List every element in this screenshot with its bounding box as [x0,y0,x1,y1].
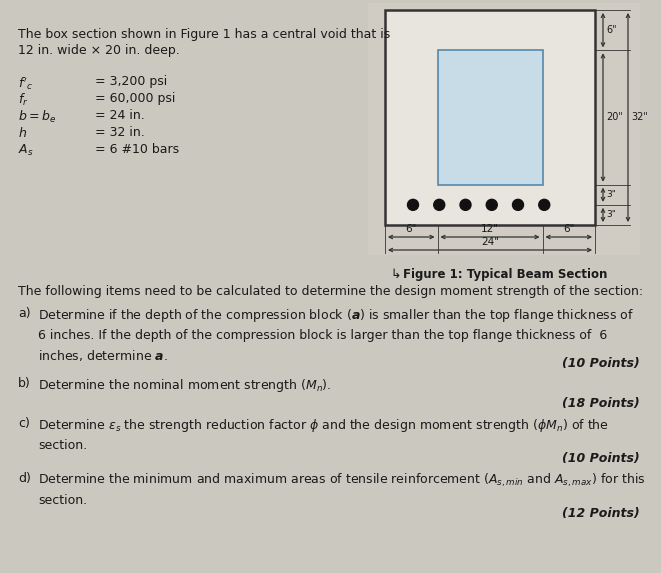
Text: 20": 20" [606,112,623,123]
Circle shape [512,199,524,210]
Text: c): c) [18,417,30,430]
Text: Determine the nominal moment strength ($M_n$).: Determine the nominal moment strength ($… [38,376,331,394]
Text: = 32 in.: = 32 in. [95,126,145,139]
Text: $h$: $h$ [18,126,27,140]
Text: (10 Points): (10 Points) [563,356,640,370]
Text: 12 in. wide × 20 in. deep.: 12 in. wide × 20 in. deep. [18,44,180,57]
Bar [385,10,595,225]
Text: 12": 12" [481,224,499,234]
Text: 24": 24" [481,237,499,247]
Circle shape [407,199,418,210]
Text: = 6 #10 bars: = 6 #10 bars [95,143,179,156]
Text: 3": 3" [606,190,616,199]
Text: $b = b_e$: $b = b_e$ [18,109,56,125]
Text: b): b) [18,376,31,390]
Bar [438,50,543,185]
Text: 6": 6" [406,224,417,234]
Text: (10 Points): (10 Points) [563,452,640,465]
Text: $f_r$: $f_r$ [18,92,28,108]
Text: 6": 6" [563,224,574,234]
Text: Determine if the depth of the compression block ($\boldsymbol{a}$) is smaller th: Determine if the depth of the compressio… [38,307,634,363]
Text: 6": 6" [606,25,617,35]
Circle shape [486,199,497,210]
Text: $f'_c$: $f'_c$ [18,75,33,92]
Text: = 3,200 psi: = 3,200 psi [95,75,167,88]
Bar [368,3,640,255]
Text: Determine $\varepsilon_s$ the strength reduction factor $\phi$ and the design mo: Determine $\varepsilon_s$ the strength r… [38,417,609,452]
Text: = 60,000 psi: = 60,000 psi [95,92,175,105]
Text: The box section shown in Figure 1 has a central void that is: The box section shown in Figure 1 has a … [18,28,390,41]
Circle shape [460,199,471,210]
Text: ↳: ↳ [390,268,401,281]
Text: Figure 1: Typical Beam Section: Figure 1: Typical Beam Section [403,268,607,281]
Text: 32": 32" [631,112,648,123]
Text: (12 Points): (12 Points) [563,507,640,520]
Text: a): a) [18,307,30,320]
Text: The following items need to be calculated to determine the design moment strengt: The following items need to be calculate… [18,285,643,298]
Text: 3": 3" [606,210,616,219]
Text: Determine the minimum and maximum areas of tensile reinforcement ($A_{s,min}$ an: Determine the minimum and maximum areas … [38,472,646,508]
Text: (18 Points): (18 Points) [563,397,640,410]
Text: = 24 in.: = 24 in. [95,109,145,122]
Circle shape [539,199,550,210]
Text: d): d) [18,472,31,485]
Text: $A_s$: $A_s$ [18,143,34,158]
Circle shape [434,199,445,210]
